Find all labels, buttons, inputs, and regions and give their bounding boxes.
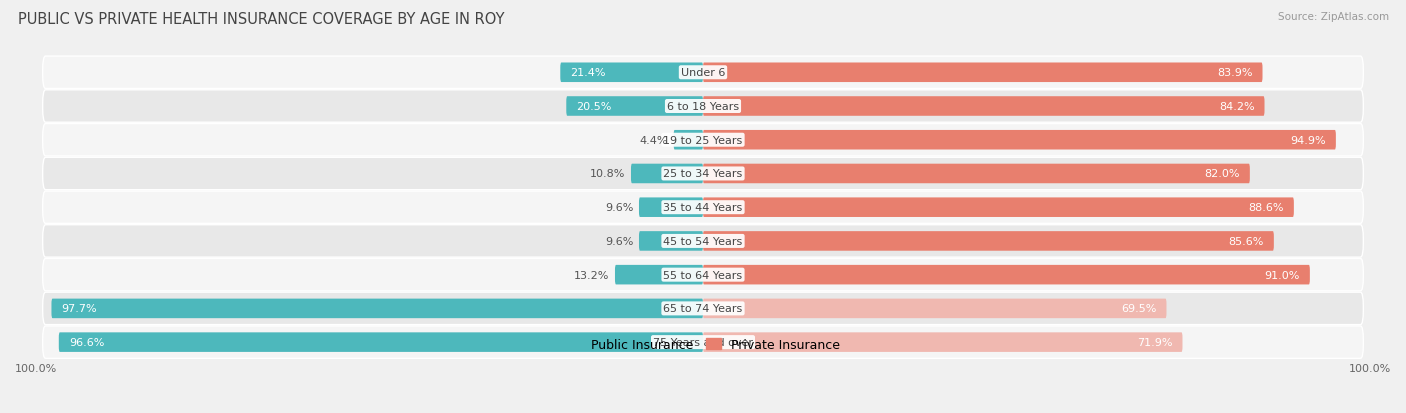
Legend: Public Insurance, Private Insurance: Public Insurance, Private Insurance	[561, 333, 845, 356]
FancyBboxPatch shape	[703, 332, 1182, 352]
FancyBboxPatch shape	[631, 164, 703, 184]
Text: Source: ZipAtlas.com: Source: ZipAtlas.com	[1278, 12, 1389, 22]
FancyBboxPatch shape	[52, 299, 703, 318]
FancyBboxPatch shape	[42, 259, 1364, 291]
Text: 35 to 44 Years: 35 to 44 Years	[664, 203, 742, 213]
Text: 9.6%: 9.6%	[605, 203, 634, 213]
Text: 45 to 54 Years: 45 to 54 Years	[664, 236, 742, 246]
FancyBboxPatch shape	[703, 299, 1167, 318]
FancyBboxPatch shape	[42, 57, 1364, 89]
Text: 84.2%: 84.2%	[1219, 102, 1254, 112]
FancyBboxPatch shape	[703, 63, 1263, 83]
FancyBboxPatch shape	[703, 97, 1264, 116]
Text: 94.9%: 94.9%	[1291, 135, 1326, 145]
FancyBboxPatch shape	[59, 332, 703, 352]
FancyBboxPatch shape	[42, 90, 1364, 123]
FancyBboxPatch shape	[42, 124, 1364, 157]
FancyBboxPatch shape	[614, 265, 703, 285]
Text: 85.6%: 85.6%	[1229, 236, 1264, 246]
Text: 75 Years and over: 75 Years and over	[652, 337, 754, 347]
FancyBboxPatch shape	[703, 164, 1250, 184]
Text: 4.4%: 4.4%	[640, 135, 668, 145]
Text: 83.9%: 83.9%	[1218, 68, 1253, 78]
FancyBboxPatch shape	[42, 225, 1364, 257]
Text: 82.0%: 82.0%	[1205, 169, 1240, 179]
FancyBboxPatch shape	[560, 63, 703, 83]
FancyBboxPatch shape	[567, 97, 703, 116]
Text: 6 to 18 Years: 6 to 18 Years	[666, 102, 740, 112]
Text: 13.2%: 13.2%	[574, 270, 610, 280]
FancyBboxPatch shape	[703, 265, 1310, 285]
FancyBboxPatch shape	[42, 326, 1364, 358]
Text: 69.5%: 69.5%	[1121, 304, 1157, 313]
FancyBboxPatch shape	[638, 232, 703, 251]
Text: 19 to 25 Years: 19 to 25 Years	[664, 135, 742, 145]
Text: PUBLIC VS PRIVATE HEALTH INSURANCE COVERAGE BY AGE IN ROY: PUBLIC VS PRIVATE HEALTH INSURANCE COVER…	[18, 12, 505, 27]
FancyBboxPatch shape	[703, 198, 1294, 218]
FancyBboxPatch shape	[703, 232, 1274, 251]
FancyBboxPatch shape	[638, 198, 703, 218]
FancyBboxPatch shape	[42, 292, 1364, 325]
Text: 55 to 64 Years: 55 to 64 Years	[664, 270, 742, 280]
FancyBboxPatch shape	[703, 131, 1336, 150]
Text: 71.9%: 71.9%	[1137, 337, 1173, 347]
Text: 25 to 34 Years: 25 to 34 Years	[664, 169, 742, 179]
FancyBboxPatch shape	[673, 131, 703, 150]
Text: 97.7%: 97.7%	[62, 304, 97, 313]
Text: 9.6%: 9.6%	[605, 236, 634, 246]
Text: 20.5%: 20.5%	[576, 102, 612, 112]
FancyBboxPatch shape	[42, 158, 1364, 190]
Text: 21.4%: 21.4%	[571, 68, 606, 78]
Text: 96.6%: 96.6%	[69, 337, 104, 347]
Text: 88.6%: 88.6%	[1249, 203, 1284, 213]
Text: 10.8%: 10.8%	[591, 169, 626, 179]
Text: 91.0%: 91.0%	[1264, 270, 1301, 280]
Text: 65 to 74 Years: 65 to 74 Years	[664, 304, 742, 313]
Text: Under 6: Under 6	[681, 68, 725, 78]
FancyBboxPatch shape	[42, 192, 1364, 224]
